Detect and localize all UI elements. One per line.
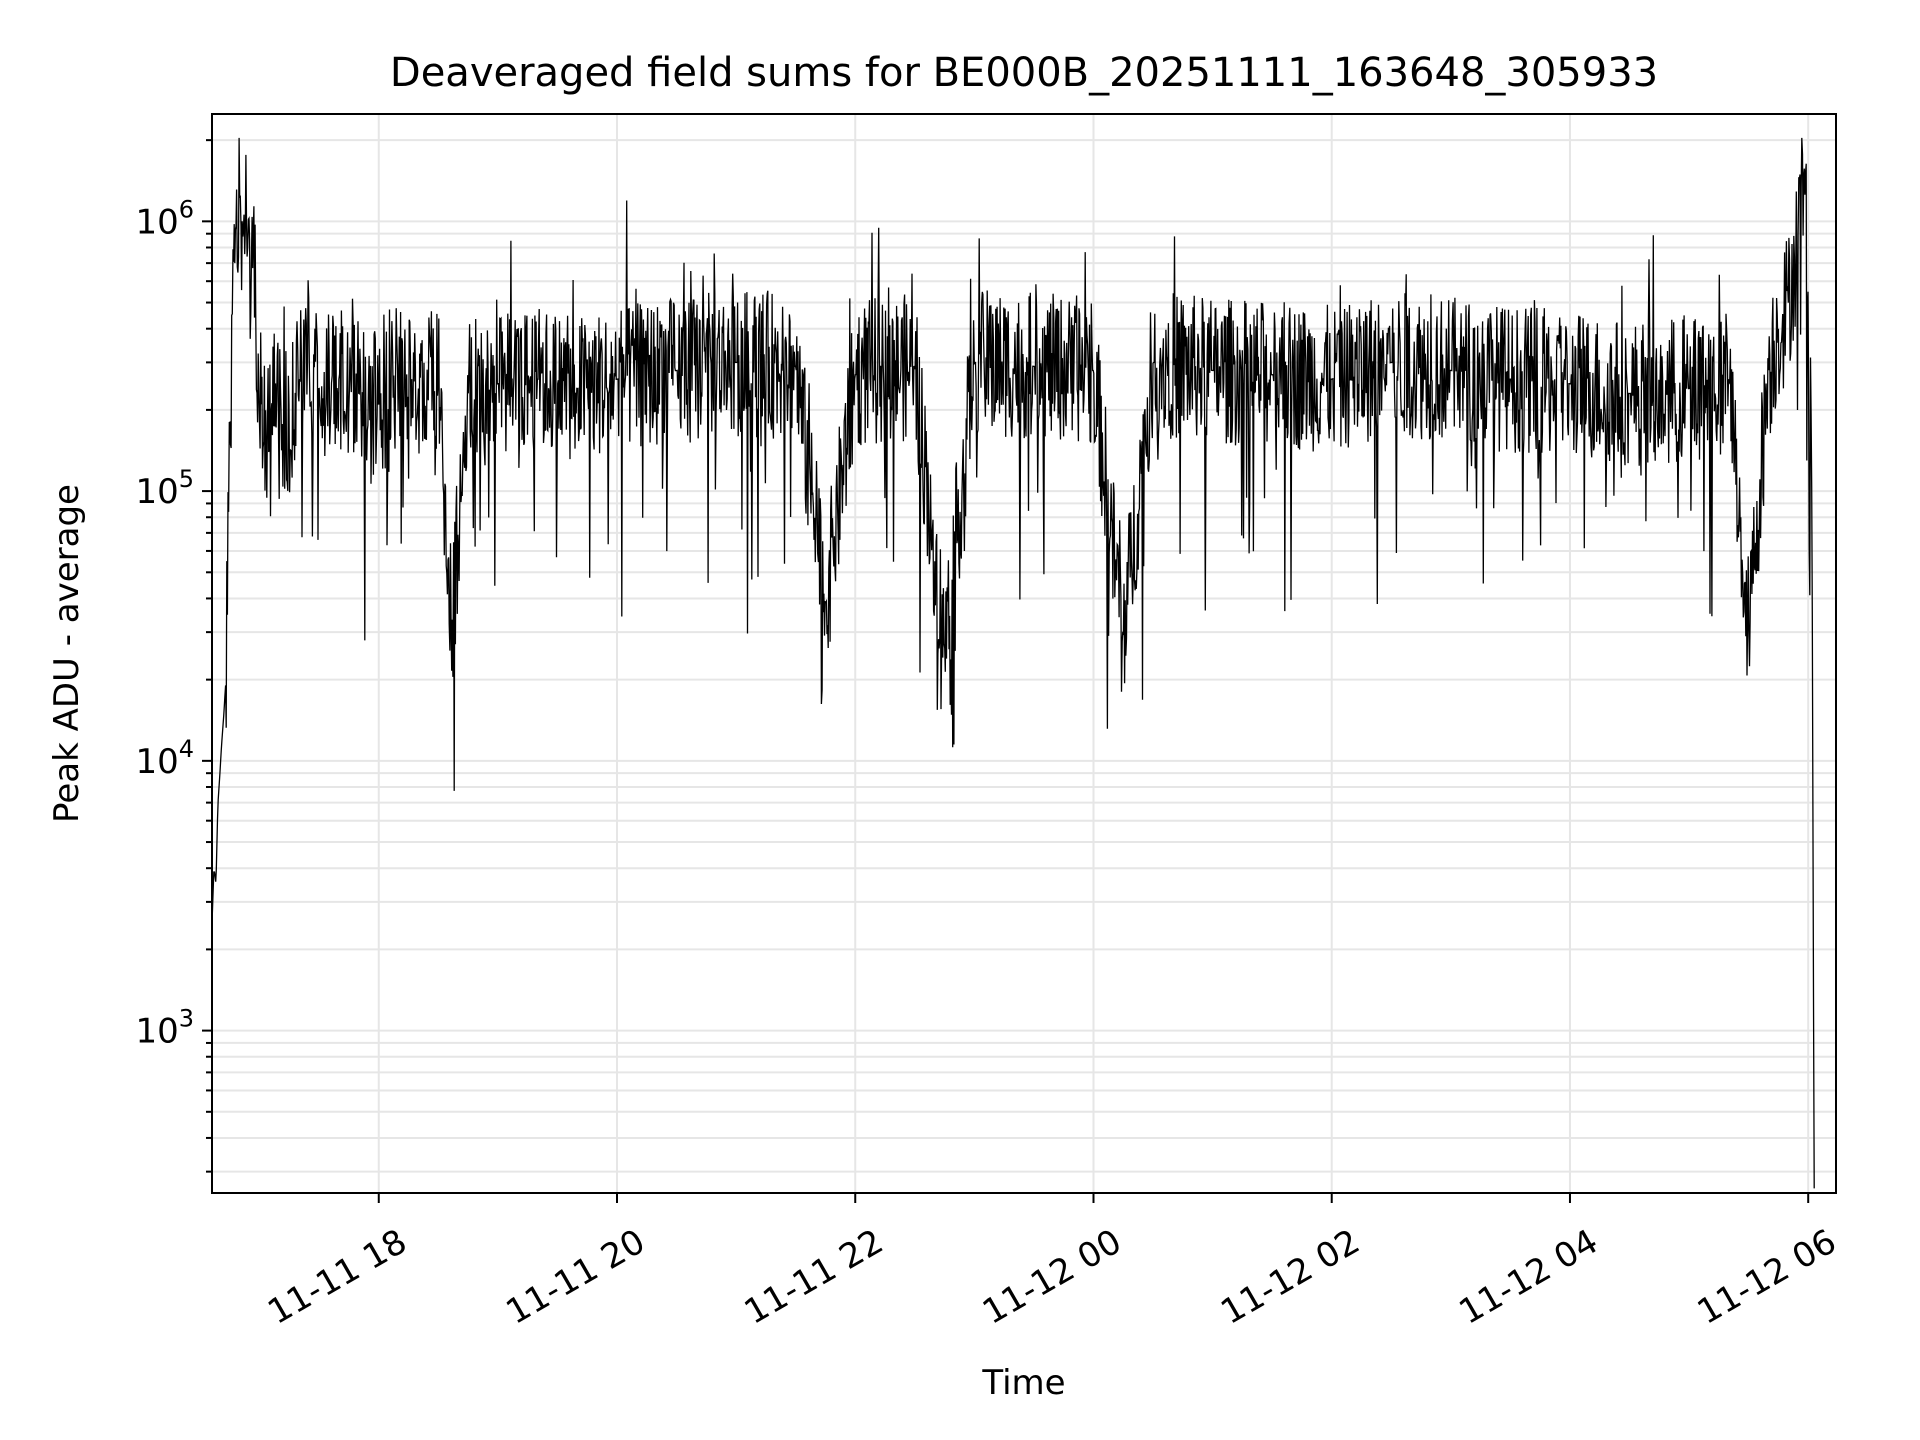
x-axis-label: Time: [981, 1363, 1065, 1403]
series-line: [211, 137, 1815, 1189]
y-tick-label: 106: [135, 195, 194, 242]
y-tick-label: 105: [135, 465, 194, 512]
y-tick-label: 103: [135, 1005, 194, 1052]
plot-frame: [211, 113, 1837, 1194]
y-axis-label: Peak ADU - average: [47, 484, 87, 823]
grid: [212, 114, 1836, 1193]
y-tick-label: 104: [135, 735, 194, 782]
chart-title: Deaveraged field sums for BE000B_2025111…: [390, 50, 1658, 96]
series-polyline: [211, 137, 1815, 1189]
